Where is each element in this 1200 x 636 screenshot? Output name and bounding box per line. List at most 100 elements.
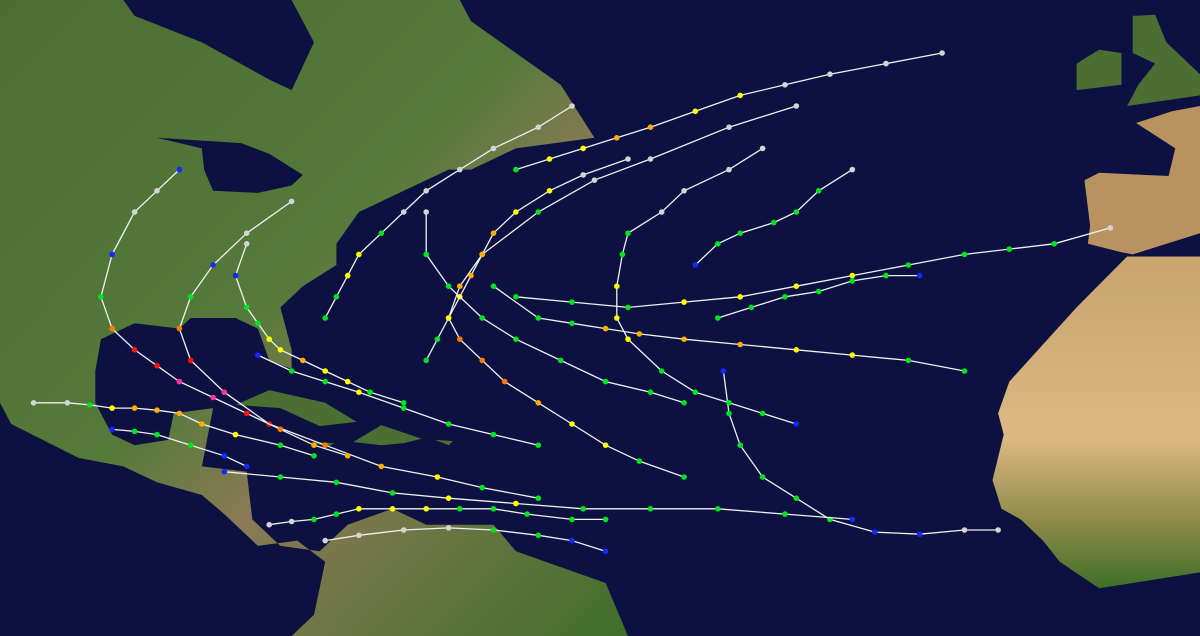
- track-line: [447, 105, 797, 478]
- track-point: [356, 506, 362, 512]
- track-point: [647, 389, 654, 396]
- storm-track: [221, 468, 856, 523]
- track-point: [535, 442, 542, 449]
- track-point: [423, 506, 430, 512]
- track-point: [546, 188, 553, 194]
- track-point: [255, 352, 261, 358]
- track-point: [872, 529, 878, 535]
- track-point: [602, 378, 609, 385]
- track-point: [815, 188, 822, 194]
- track-point: [445, 495, 452, 502]
- track-point: [625, 156, 631, 162]
- track-point: [849, 166, 856, 173]
- track-point: [513, 294, 519, 300]
- track-point: [793, 209, 800, 215]
- track-point: [1107, 225, 1114, 231]
- track-point: [569, 537, 575, 544]
- track-point: [602, 325, 609, 332]
- track-point: [1051, 241, 1057, 247]
- track-point: [389, 506, 396, 512]
- track-point: [109, 325, 115, 332]
- track-point: [400, 400, 407, 406]
- track-point: [210, 394, 216, 401]
- track-point: [849, 272, 856, 279]
- track-point: [389, 490, 396, 496]
- track-point: [490, 283, 497, 290]
- track-point: [176, 325, 183, 332]
- cuba-landmass: [235, 390, 357, 427]
- track-point: [737, 294, 743, 300]
- hudson-bay: [123, 0, 315, 91]
- track-line: [269, 508, 606, 526]
- track-point: [614, 283, 620, 290]
- track-point: [501, 378, 508, 385]
- track-point: [793, 103, 800, 109]
- track-point: [569, 103, 575, 109]
- track-point: [288, 368, 295, 374]
- puerto-rico-landmass: [435, 439, 454, 446]
- track-point: [221, 468, 228, 475]
- track-point: [434, 474, 441, 480]
- track-point: [535, 495, 542, 502]
- track-point: [457, 506, 463, 512]
- track-point: [726, 166, 732, 173]
- track-point: [445, 421, 452, 427]
- track-point: [434, 336, 441, 343]
- track-line: [616, 147, 797, 425]
- track-point: [344, 453, 351, 459]
- track-point: [602, 548, 609, 554]
- track-point: [995, 527, 1001, 533]
- track-point: [322, 315, 329, 321]
- track-point: [619, 251, 626, 258]
- track-point: [30, 400, 37, 406]
- great-lakes: [157, 137, 303, 193]
- track-point: [737, 230, 743, 236]
- track-point: [681, 336, 687, 343]
- track-point: [479, 484, 486, 491]
- track-point: [479, 315, 486, 321]
- track-point: [277, 347, 284, 353]
- track-point: [490, 145, 497, 152]
- storm-track: [176, 198, 542, 502]
- track-point: [288, 198, 295, 205]
- track-point: [513, 209, 519, 215]
- track-point: [771, 219, 777, 226]
- track-point: [849, 278, 856, 284]
- track-point: [109, 251, 115, 258]
- track-point: [748, 304, 755, 311]
- track-point: [720, 368, 727, 374]
- storm-track: [232, 241, 407, 406]
- great-britain-landmass: [1127, 14, 1200, 106]
- track-point: [580, 506, 586, 512]
- track-point: [726, 410, 732, 417]
- north-america-landmass: [0, 0, 628, 636]
- storm-track: [715, 272, 923, 321]
- track-point: [905, 262, 912, 268]
- storm-track: [255, 352, 542, 449]
- track-point: [591, 177, 598, 183]
- track-point: [423, 188, 430, 194]
- track-point: [243, 410, 250, 417]
- track-point: [580, 172, 586, 178]
- track-point: [311, 442, 317, 449]
- track-point: [300, 357, 306, 364]
- track-line: [515, 227, 1111, 309]
- track-point: [243, 230, 250, 236]
- track-point: [513, 166, 519, 173]
- track-point: [131, 209, 138, 215]
- track-point: [535, 315, 542, 321]
- track-point: [782, 511, 788, 517]
- track-point: [86, 402, 93, 408]
- track-point: [154, 407, 160, 414]
- track-point: [457, 336, 463, 343]
- track-point: [849, 352, 856, 358]
- track-point: [333, 511, 340, 517]
- track-point: [457, 283, 463, 290]
- track-point: [602, 516, 609, 523]
- track-point: [356, 251, 362, 258]
- storm-track: [30, 400, 317, 459]
- track-point: [255, 320, 261, 327]
- track-point: [726, 400, 732, 406]
- track-point: [647, 124, 654, 130]
